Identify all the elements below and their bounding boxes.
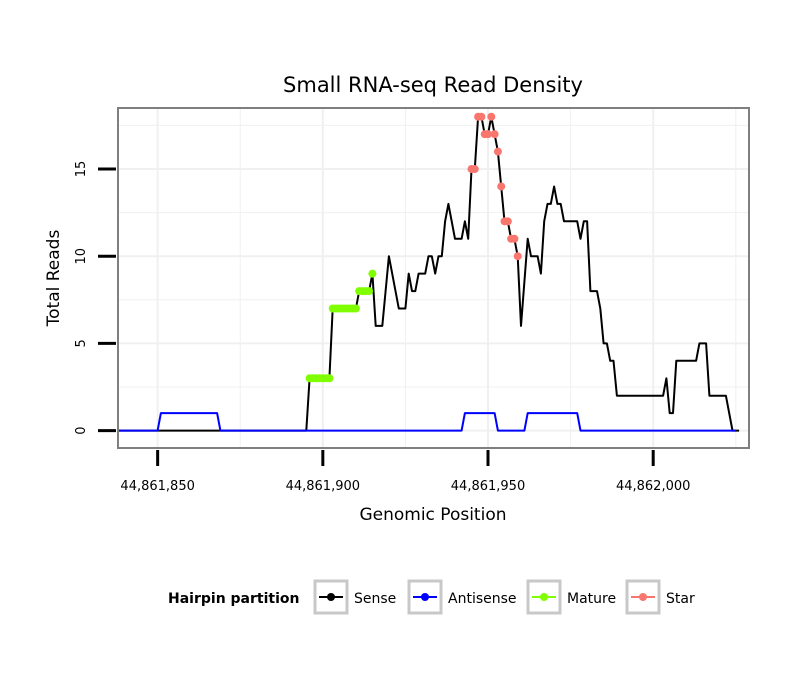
series-point-mature (368, 269, 377, 278)
series-point-star (493, 147, 502, 156)
legend-key-point (421, 593, 429, 601)
y-axis: 0 5 10 15 (74, 161, 116, 435)
legend-key-point (540, 593, 548, 601)
y-tick-label: 10 (74, 248, 89, 265)
legend-items: Sense Antisense Mature Star (313, 579, 695, 615)
y-tick-label: 5 (74, 339, 89, 347)
x-tick-label: 44,861,850 (120, 479, 194, 494)
legend-label-star: Star (666, 591, 695, 607)
series-point-star (487, 112, 496, 121)
plot-panel (117, 107, 750, 449)
series-point-mature (365, 287, 374, 296)
panel-border (117, 107, 750, 449)
series-point-star (503, 217, 512, 226)
y-axis-label: Total Reads (44, 230, 64, 328)
series-line-antisense (118, 412, 736, 432)
series-point-mature (325, 374, 334, 383)
legend: Hairpin partition Sense Antisense Mature St… (168, 579, 695, 615)
series-point-star (470, 165, 479, 174)
series-point-star (513, 252, 522, 261)
panel-background (118, 108, 749, 448)
x-axis: 44,861,850 44,861,900 44,861,950 44,862,000 (120, 450, 690, 494)
legend-title: Hairpin partition (168, 591, 299, 607)
x-axis-label: Genomic Position (359, 505, 506, 525)
series-point-star (510, 234, 519, 243)
series-point-star (490, 130, 499, 139)
y-tick-label: 15 (74, 161, 89, 178)
series-points (305, 112, 522, 383)
x-tick-label: 44,861,950 (451, 479, 525, 494)
legend-label-sense: Sense (354, 591, 396, 607)
chart-title: Small RNA-seq Read Density (283, 73, 583, 97)
series-point-star (484, 130, 493, 139)
legend-label-antisense: Antisense (448, 591, 517, 607)
legend-key-point (327, 593, 335, 601)
series-point-star (497, 182, 506, 191)
series-point-mature (351, 304, 360, 313)
y-tick-label: 0 (74, 426, 89, 434)
legend-label-mature: Mature (567, 591, 616, 607)
x-tick-label: 44,862,000 (616, 479, 690, 494)
legend-key-point (639, 593, 647, 601)
series-point-star (477, 112, 486, 121)
x-tick-label: 44,861,900 (286, 479, 360, 494)
